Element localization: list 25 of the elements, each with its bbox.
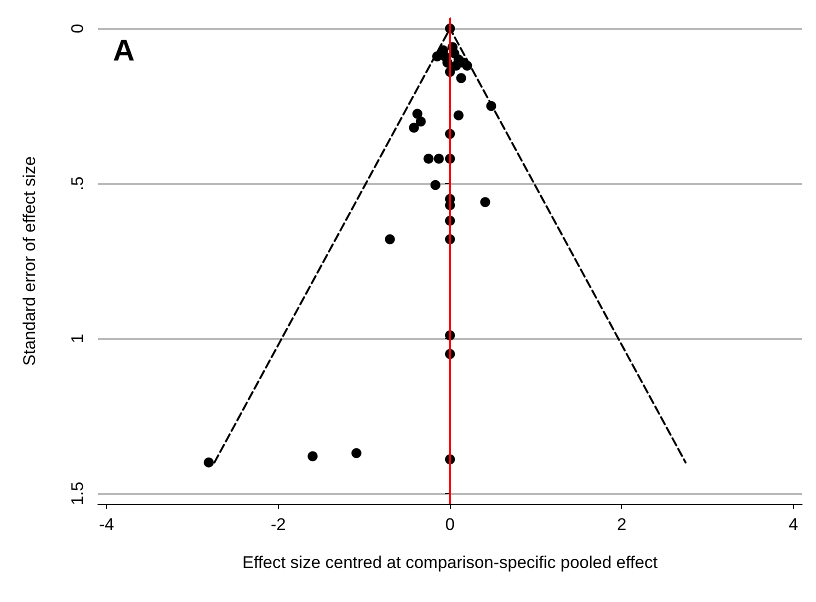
x-tick-label: 2 <box>616 515 626 534</box>
y-tick-label: .5 <box>68 176 87 191</box>
point <box>308 451 318 462</box>
annotation: A <box>113 34 135 68</box>
point <box>351 448 362 458</box>
point <box>412 108 422 119</box>
y-tick-label: 1.5 <box>68 482 87 506</box>
x-tick-label: -2 <box>270 515 286 534</box>
x-axis-title: Effect size centred at comparison-specific pooled effect <box>242 553 658 572</box>
point <box>424 154 434 164</box>
x-tick-label: 0 <box>445 515 455 534</box>
point <box>204 457 214 468</box>
point <box>416 116 426 127</box>
point <box>434 154 444 164</box>
point <box>408 122 419 133</box>
y-tick-label: 0 <box>68 24 87 34</box>
point <box>384 234 395 244</box>
point <box>454 110 464 120</box>
y-axis-title: Standard error of effect size <box>20 156 39 366</box>
y-tick-label: 1 <box>68 334 87 344</box>
x-tick-label: -4 <box>99 515 114 534</box>
x-tick-label: 4 <box>788 515 798 534</box>
point <box>456 73 466 84</box>
point <box>480 197 490 208</box>
point <box>430 180 440 190</box>
